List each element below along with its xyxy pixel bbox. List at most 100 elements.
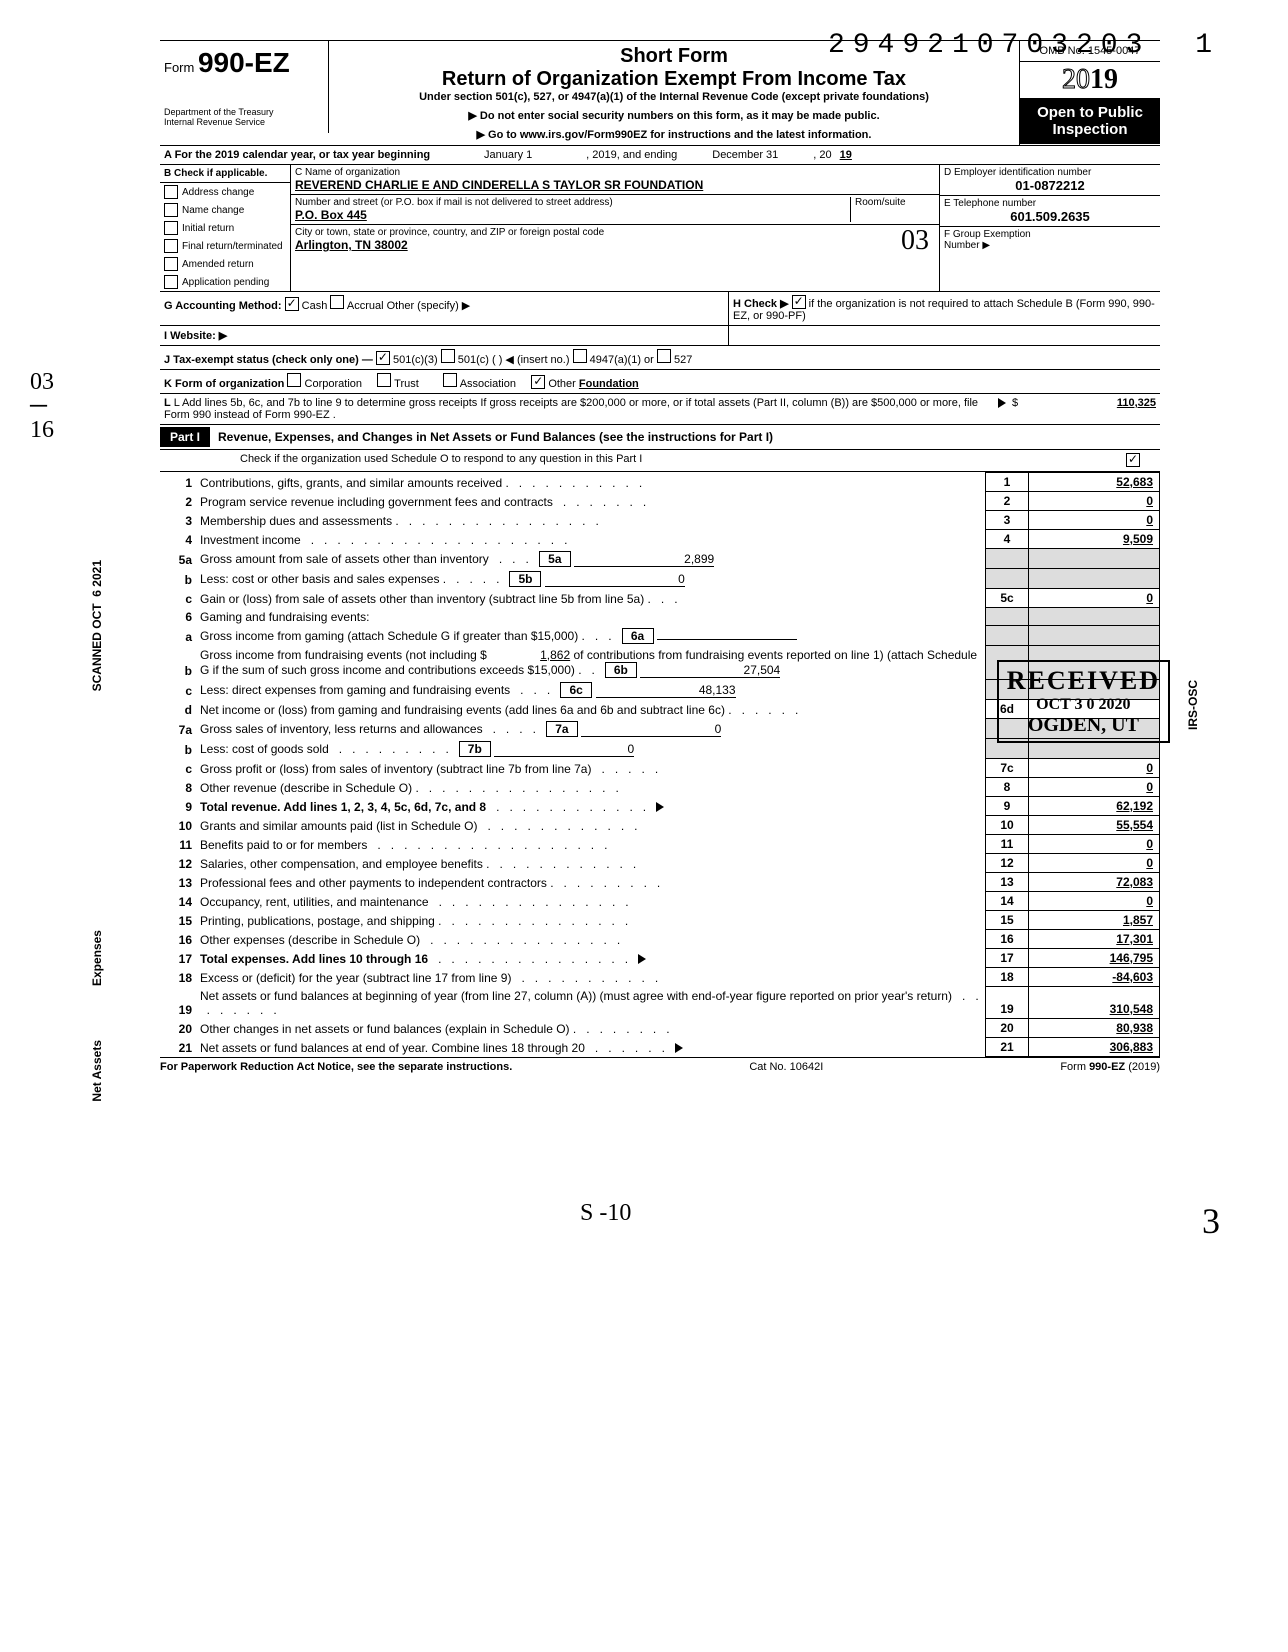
line-18: 18Excess or (deficit) for the year (subt…: [160, 968, 1160, 987]
tel-value: 601.509.2635: [944, 209, 1156, 224]
part1-check-row: Check if the organization used Schedule …: [160, 450, 1160, 472]
chk-corp[interactable]: [287, 373, 301, 387]
line-a-begin: January 1: [434, 146, 582, 164]
handwritten-3: 3: [1202, 1200, 1220, 1242]
stamp-ogden: OGDEN, UT: [1007, 714, 1160, 737]
line-15: 15Printing, publications, postage, and s…: [160, 911, 1160, 930]
form-id-box: Form 990-EZ Department of the Treasury I…: [160, 41, 329, 133]
row-j: J Tax-exempt status (check only one) — 5…: [160, 346, 1160, 370]
ein-line: D Employer identification number 01-0872…: [940, 165, 1160, 196]
part1-check-text: Check if the organization used Schedule …: [160, 450, 1122, 471]
chk-application-pending[interactable]: Application pending: [160, 273, 290, 291]
line-14: 14Occupancy, rent, utilities, and mainte…: [160, 892, 1160, 911]
chk-initial-return[interactable]: Initial return: [160, 219, 290, 237]
line-6a: aGross income from gaming (attach Schedu…: [160, 626, 1160, 646]
chk-other[interactable]: [531, 375, 545, 389]
line-17: 17Total expenses. Add lines 10 through 1…: [160, 949, 1160, 968]
line-6: 6Gaming and fundraising events:: [160, 608, 1160, 626]
handwritten-03-16: 03─16: [30, 370, 54, 442]
dept-treasury: Department of the Treasury Internal Reve…: [164, 107, 324, 127]
g-label: G Accounting Method:: [164, 300, 282, 312]
c-addr-line: Number and street (or P.O. box if mail i…: [291, 195, 939, 225]
h-box: H Check ▶ if the organization is not req…: [729, 292, 1160, 325]
form-number: Form 990-EZ: [164, 47, 324, 79]
h-check-label: H Check ▶: [733, 298, 789, 310]
line-21: 21Net assets or fund balances at end of …: [160, 1038, 1160, 1057]
chk-final-return[interactable]: Final return/terminated: [160, 237, 290, 255]
chk-amended[interactable]: Amended return: [160, 255, 290, 273]
row-g-h: G Accounting Method: Cash Accrual Other …: [160, 292, 1160, 326]
city-label: City or town, state or province, country…: [295, 227, 604, 238]
tax-year: 2019: [1020, 62, 1160, 98]
g-other: Other (specify) ▶: [387, 300, 471, 312]
c-name-label: C Name of organization: [295, 167, 400, 178]
line-10: 10Grants and similar amounts paid (list …: [160, 816, 1160, 835]
chk-h[interactable]: [792, 295, 806, 309]
ein-value: 01-0872212: [944, 178, 1156, 193]
part1-title: Revenue, Expenses, and Changes in Net As…: [218, 430, 773, 444]
line-11: 11Benefits paid to or for members . . . …: [160, 835, 1160, 854]
line-a-yrval: 19: [836, 146, 856, 164]
l-text: L Add lines 5b, 6c, and 7b to line 9 to …: [164, 397, 978, 421]
col-c: C Name of organization REVEREND CHARLIE …: [291, 165, 940, 291]
line-12: 12Salaries, other compensation, and empl…: [160, 854, 1160, 873]
page-footer: For Paperwork Reduction Act Notice, see …: [160, 1057, 1160, 1073]
grp-number: Number ▶: [944, 240, 990, 251]
grp-line: F Group Exemption Number ▶: [940, 227, 1160, 253]
line-20: 20Other changes in net assets or fund ba…: [160, 1019, 1160, 1038]
chk-4947[interactable]: [573, 349, 587, 363]
line-4: 4Investment income . . . . . . . . . . .…: [160, 530, 1160, 549]
line-3: 3Membership dues and assessments . . . .…: [160, 511, 1160, 530]
tel-line: E Telephone number 601.509.2635: [940, 196, 1160, 227]
org-name: REVEREND CHARLIE E AND CINDERELLA S TAYL…: [295, 178, 703, 192]
section-bcd: B Check if applicable. Address change Na…: [160, 165, 1160, 292]
return-title: Return of Organization Exempt From Incom…: [335, 68, 1013, 91]
row-l: L L Add lines 5b, 6c, and 7b to line 9 t…: [160, 394, 1160, 425]
footer-cat: Cat No. 10642I: [749, 1061, 823, 1073]
chk-527[interactable]: [657, 349, 671, 363]
form-page: 2949210703203 1 03─16 Form 990-EZ Depart…: [160, 40, 1160, 1073]
row-k: K Form of organization Corporation Trust…: [160, 370, 1160, 394]
chk-address-change[interactable]: Address change: [160, 183, 290, 201]
addr-label: Number and street (or P.O. box if mail i…: [295, 197, 613, 208]
k-label: K Form of organization: [164, 378, 284, 390]
city-value: Arlington, TN 38002: [295, 238, 408, 252]
chk-501c3[interactable]: [376, 351, 390, 365]
part1-lines-table: 1Contributions, gifts, grants, and simil…: [160, 472, 1160, 1057]
line-13: 13Professional fees and other payments t…: [160, 873, 1160, 892]
expenses-side-label: Expenses: [90, 930, 104, 986]
ein-label: D Employer identification number: [944, 167, 1091, 178]
line-7c: cGross profit or (loss) from sales of in…: [160, 759, 1160, 778]
received-stamp: RECEIVED OCT 3 0 2020 OGDEN, UT: [997, 660, 1170, 743]
line-5a: 5aGross amount from sale of assets other…: [160, 549, 1160, 569]
line-a-label: A For the 2019 calendar year, or tax yea…: [160, 146, 434, 164]
chk-schedule-o[interactable]: [1126, 453, 1140, 467]
stamp-received: RECEIVED: [1007, 666, 1160, 696]
c-name-line: C Name of organization REVEREND CHARLIE …: [291, 165, 939, 195]
arrow-ssn: ▶ Do not enter social security numbers o…: [335, 109, 1013, 122]
l-amount: 110,325: [1032, 394, 1160, 424]
chk-trust[interactable]: [377, 373, 391, 387]
line-a: A For the 2019 calendar year, or tax yea…: [160, 146, 1160, 165]
grp-label: F Group Exemption: [944, 229, 1031, 240]
handwritten-03: 03: [901, 225, 929, 257]
b-header: B Check if applicable.: [160, 165, 290, 183]
chk-501c[interactable]: [441, 349, 455, 363]
addr-value: P.O. Box 445: [295, 208, 367, 222]
chk-assoc[interactable]: [443, 373, 457, 387]
chk-accrual[interactable]: [330, 295, 344, 309]
chk-name-change[interactable]: Name change: [160, 201, 290, 219]
chk-cash[interactable]: [285, 297, 299, 311]
line-a-yr: , 20: [809, 146, 835, 164]
line-1: 1Contributions, gifts, grants, and simil…: [160, 473, 1160, 492]
irs-osc-label: IRS-OSC: [1186, 680, 1200, 730]
col-d: D Employer identification number 01-0872…: [940, 165, 1160, 291]
triangle-icon: [998, 398, 1006, 408]
form-990ez: 990-EZ: [198, 47, 290, 78]
footer-left: For Paperwork Reduction Act Notice, see …: [160, 1061, 512, 1073]
doc-number-suffix: 1: [1195, 30, 1220, 61]
document-number: 2949210703203 1: [828, 30, 1220, 61]
j-label: J Tax-exempt status (check only one) —: [164, 354, 373, 366]
col-b: B Check if applicable. Address change Na…: [160, 165, 291, 291]
handwritten-s10: S -10: [580, 1200, 631, 1227]
